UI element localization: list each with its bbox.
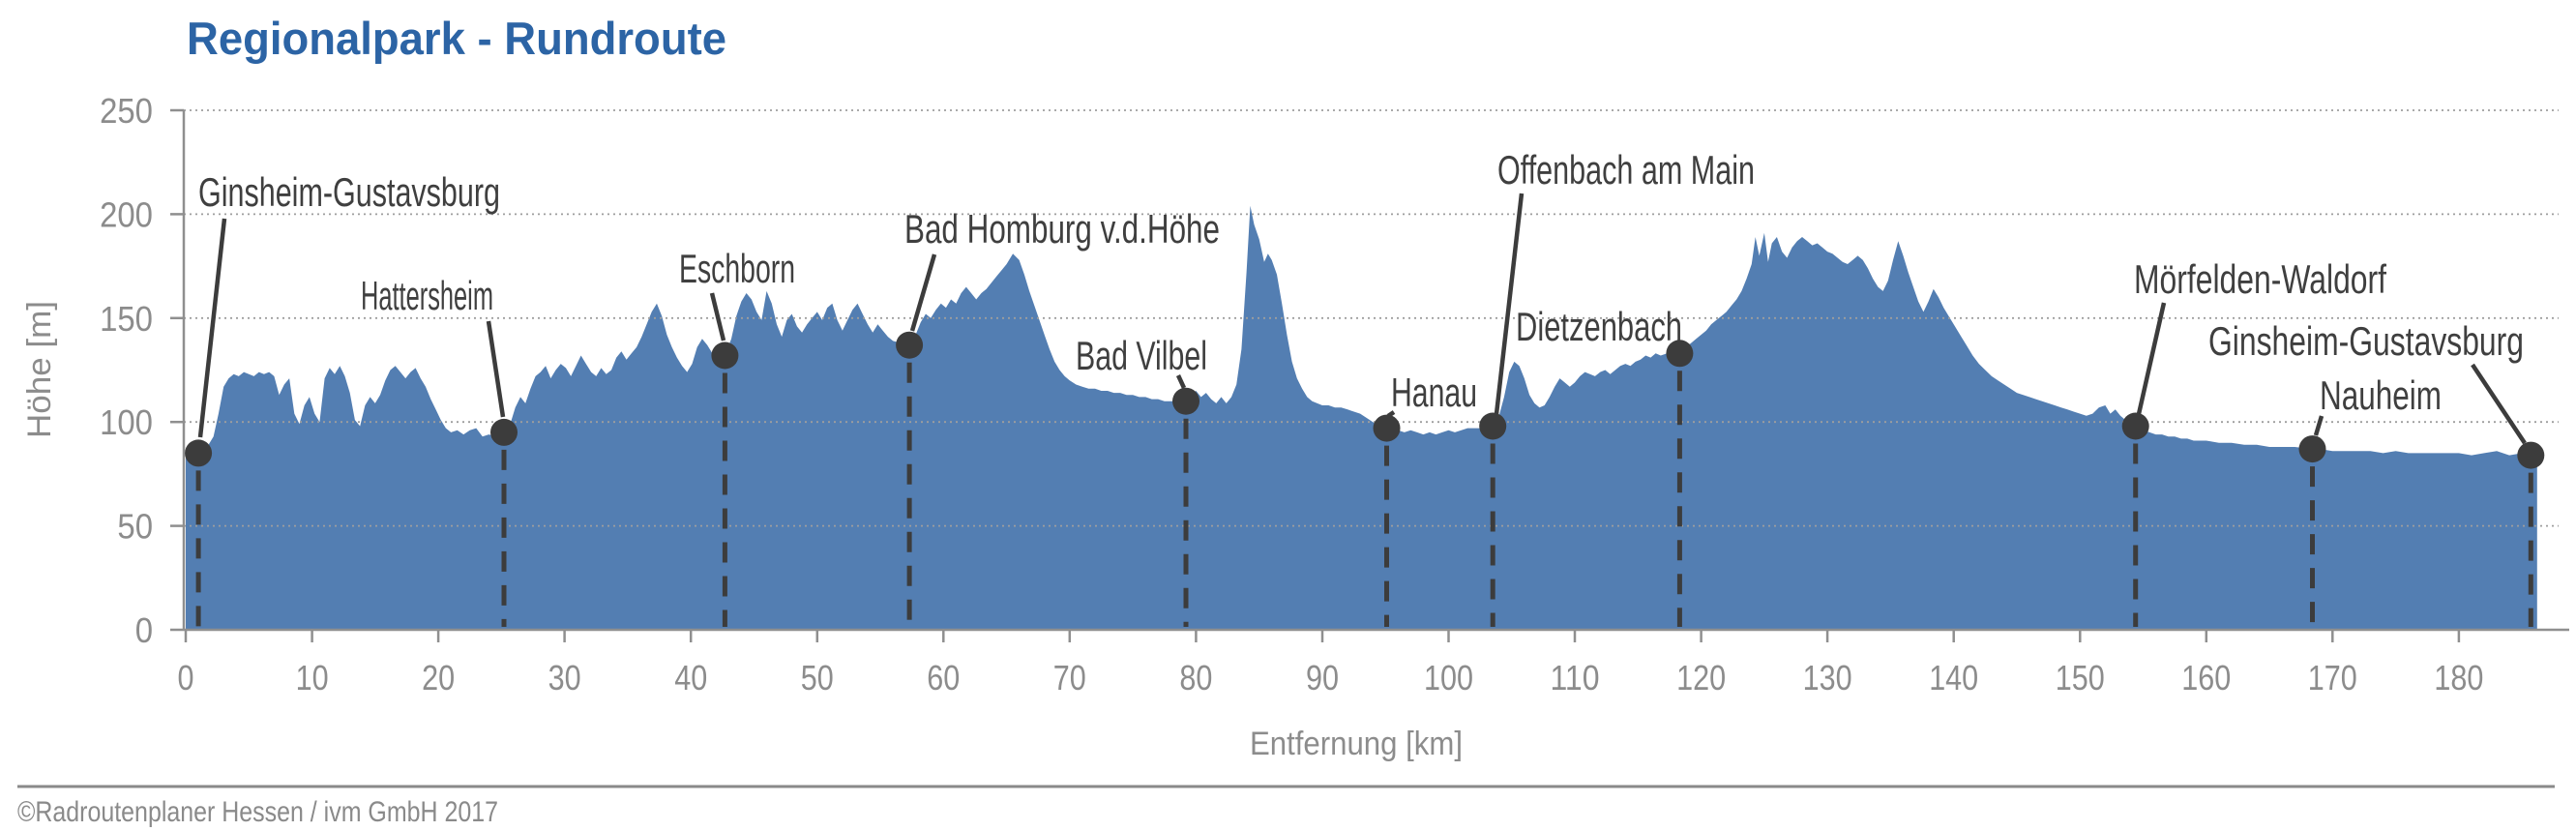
waypoint-leader — [2313, 415, 2324, 436]
x-tick-label: 60 — [927, 658, 960, 697]
waypoint-label: Eschborn — [679, 246, 795, 291]
waypoint-marker — [2121, 412, 2149, 440]
waypoint-leader — [197, 218, 227, 438]
waypoint-marker — [1479, 412, 1507, 440]
x-axis-title: Entfernung [km] — [1250, 726, 1463, 762]
x-tick-label: 140 — [1929, 658, 1978, 697]
x-tick-label: 130 — [1803, 658, 1852, 697]
waypoint-leader — [486, 320, 506, 418]
y-tick-label: 150 — [100, 299, 153, 339]
x-tick-label: 120 — [1676, 658, 1726, 697]
footer-copyright: ©Radroutenplaner Hessen / ivm GmbH 2017 — [17, 796, 498, 828]
elevation-area — [186, 205, 2537, 631]
y-tick-label: 250 — [100, 91, 153, 131]
waypoint-label: Ginsheim-Gustavsburg — [198, 169, 500, 215]
waypoint-label: Dietzenbach — [1516, 304, 1682, 349]
waypoint-leader — [2136, 302, 2167, 415]
waypoint-leader — [1175, 374, 1187, 389]
x-tick-label: 0 — [178, 658, 194, 697]
x-tick-label: 90 — [1306, 658, 1339, 697]
waypoint-label: Bad Homburg v.d.Höhe — [904, 206, 1220, 252]
waypoint-label: Nauheim — [2320, 372, 2442, 418]
waypoint-marker — [2298, 435, 2326, 463]
waypoint-label: Bad Vilbel — [1076, 333, 1207, 378]
waypoint-leader — [1494, 193, 1525, 415]
x-tick-label: 50 — [801, 658, 834, 697]
waypoint-marker — [711, 341, 739, 370]
x-tick-label: 170 — [2308, 658, 2357, 697]
waypoint-label: Hanau — [1391, 370, 1477, 415]
waypoint-leader — [2471, 363, 2527, 445]
x-tick-label: 70 — [1053, 658, 1086, 697]
waypoint-marker — [1172, 387, 1199, 415]
waypoint-leader — [709, 292, 726, 341]
waypoint-marker — [185, 439, 213, 467]
x-tick-label: 80 — [1179, 658, 1212, 697]
plot-area: 0 50 100 150 200 250 0 10 20 30 40 50 60 70 80 90 100 110… — [100, 91, 2569, 697]
y-axis-title: Höhe [m] — [21, 301, 58, 438]
x-tick-label: 10 — [296, 658, 329, 697]
x-tick-label: 20 — [422, 658, 455, 697]
waypoint-label: Hattersheim — [361, 273, 493, 318]
x-tick-label: 150 — [2056, 658, 2105, 697]
waypoint-label: Offenbach am Main — [1497, 147, 1755, 193]
x-tick-label: 110 — [1551, 658, 1600, 697]
waypoint-marker — [1666, 340, 1694, 368]
x-tick-label: 30 — [548, 658, 581, 697]
x-tick-label: 100 — [1424, 658, 1473, 697]
waypoint-marker — [490, 418, 518, 446]
chart-title: Regionalpark - Rundroute — [187, 13, 726, 64]
waypoint-marker — [2517, 441, 2545, 469]
waypoint-leader — [909, 253, 937, 332]
y-tick-label: 50 — [117, 507, 153, 547]
waypoint-label: Mörfelden-Waldorf — [2134, 256, 2386, 302]
waypoint-label: Ginsheim-Gustavsburg — [2208, 318, 2524, 364]
x-tick-label: 160 — [2181, 658, 2231, 697]
waypoint-marker — [896, 331, 924, 359]
y-tick-label: 100 — [100, 402, 153, 442]
waypoint-marker — [1373, 414, 1401, 442]
y-tick-label: 0 — [135, 610, 153, 650]
x-tick-label: 40 — [674, 658, 707, 697]
x-tick-label: 180 — [2434, 658, 2483, 697]
y-tick-label: 200 — [100, 194, 153, 234]
